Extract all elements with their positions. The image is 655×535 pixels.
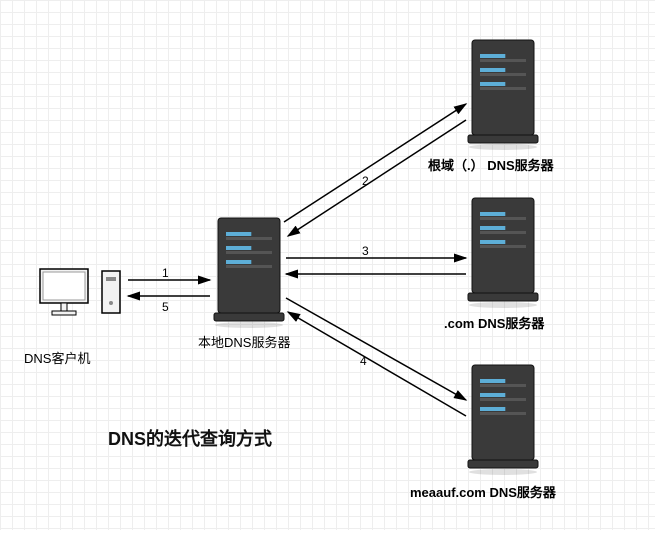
diagram-title: DNS的迭代查询方式 [108, 425, 272, 451]
edge-label-0: 1 [162, 266, 169, 280]
node-label-com: .com DNS服务器 [444, 313, 544, 332]
edge-label-4: 3 [362, 244, 369, 258]
edge-local-meaauf [286, 298, 466, 400]
server-root [468, 40, 538, 150]
edge-root-local [288, 120, 466, 236]
diagram-stage [0, 0, 655, 530]
node-label-meaauf: meaauf.com DNS服务器 [410, 482, 556, 501]
node-label-root: 根域（.） DNS服务器 [428, 155, 554, 174]
server-com [468, 198, 538, 308]
pc-client [40, 269, 120, 315]
server-meaauf [468, 365, 538, 475]
edge-label-1: 5 [162, 300, 169, 314]
edge-label-7: 4 [360, 354, 367, 368]
diagram-svg [0, 0, 655, 530]
node-label-local: 本地DNS服务器 [198, 332, 290, 351]
edge-meaauf-local [288, 312, 466, 416]
node-label-client: DNS客户机 [24, 348, 90, 367]
server-local [214, 218, 284, 328]
edge-label-3: 2 [362, 174, 369, 188]
